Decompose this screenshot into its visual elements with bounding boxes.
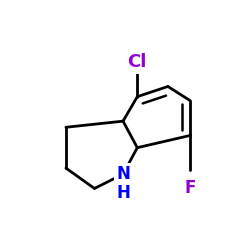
Text: N: N: [116, 165, 130, 183]
Text: Cl: Cl: [128, 53, 147, 71]
Text: F: F: [185, 180, 196, 198]
Text: H: H: [116, 184, 130, 202]
